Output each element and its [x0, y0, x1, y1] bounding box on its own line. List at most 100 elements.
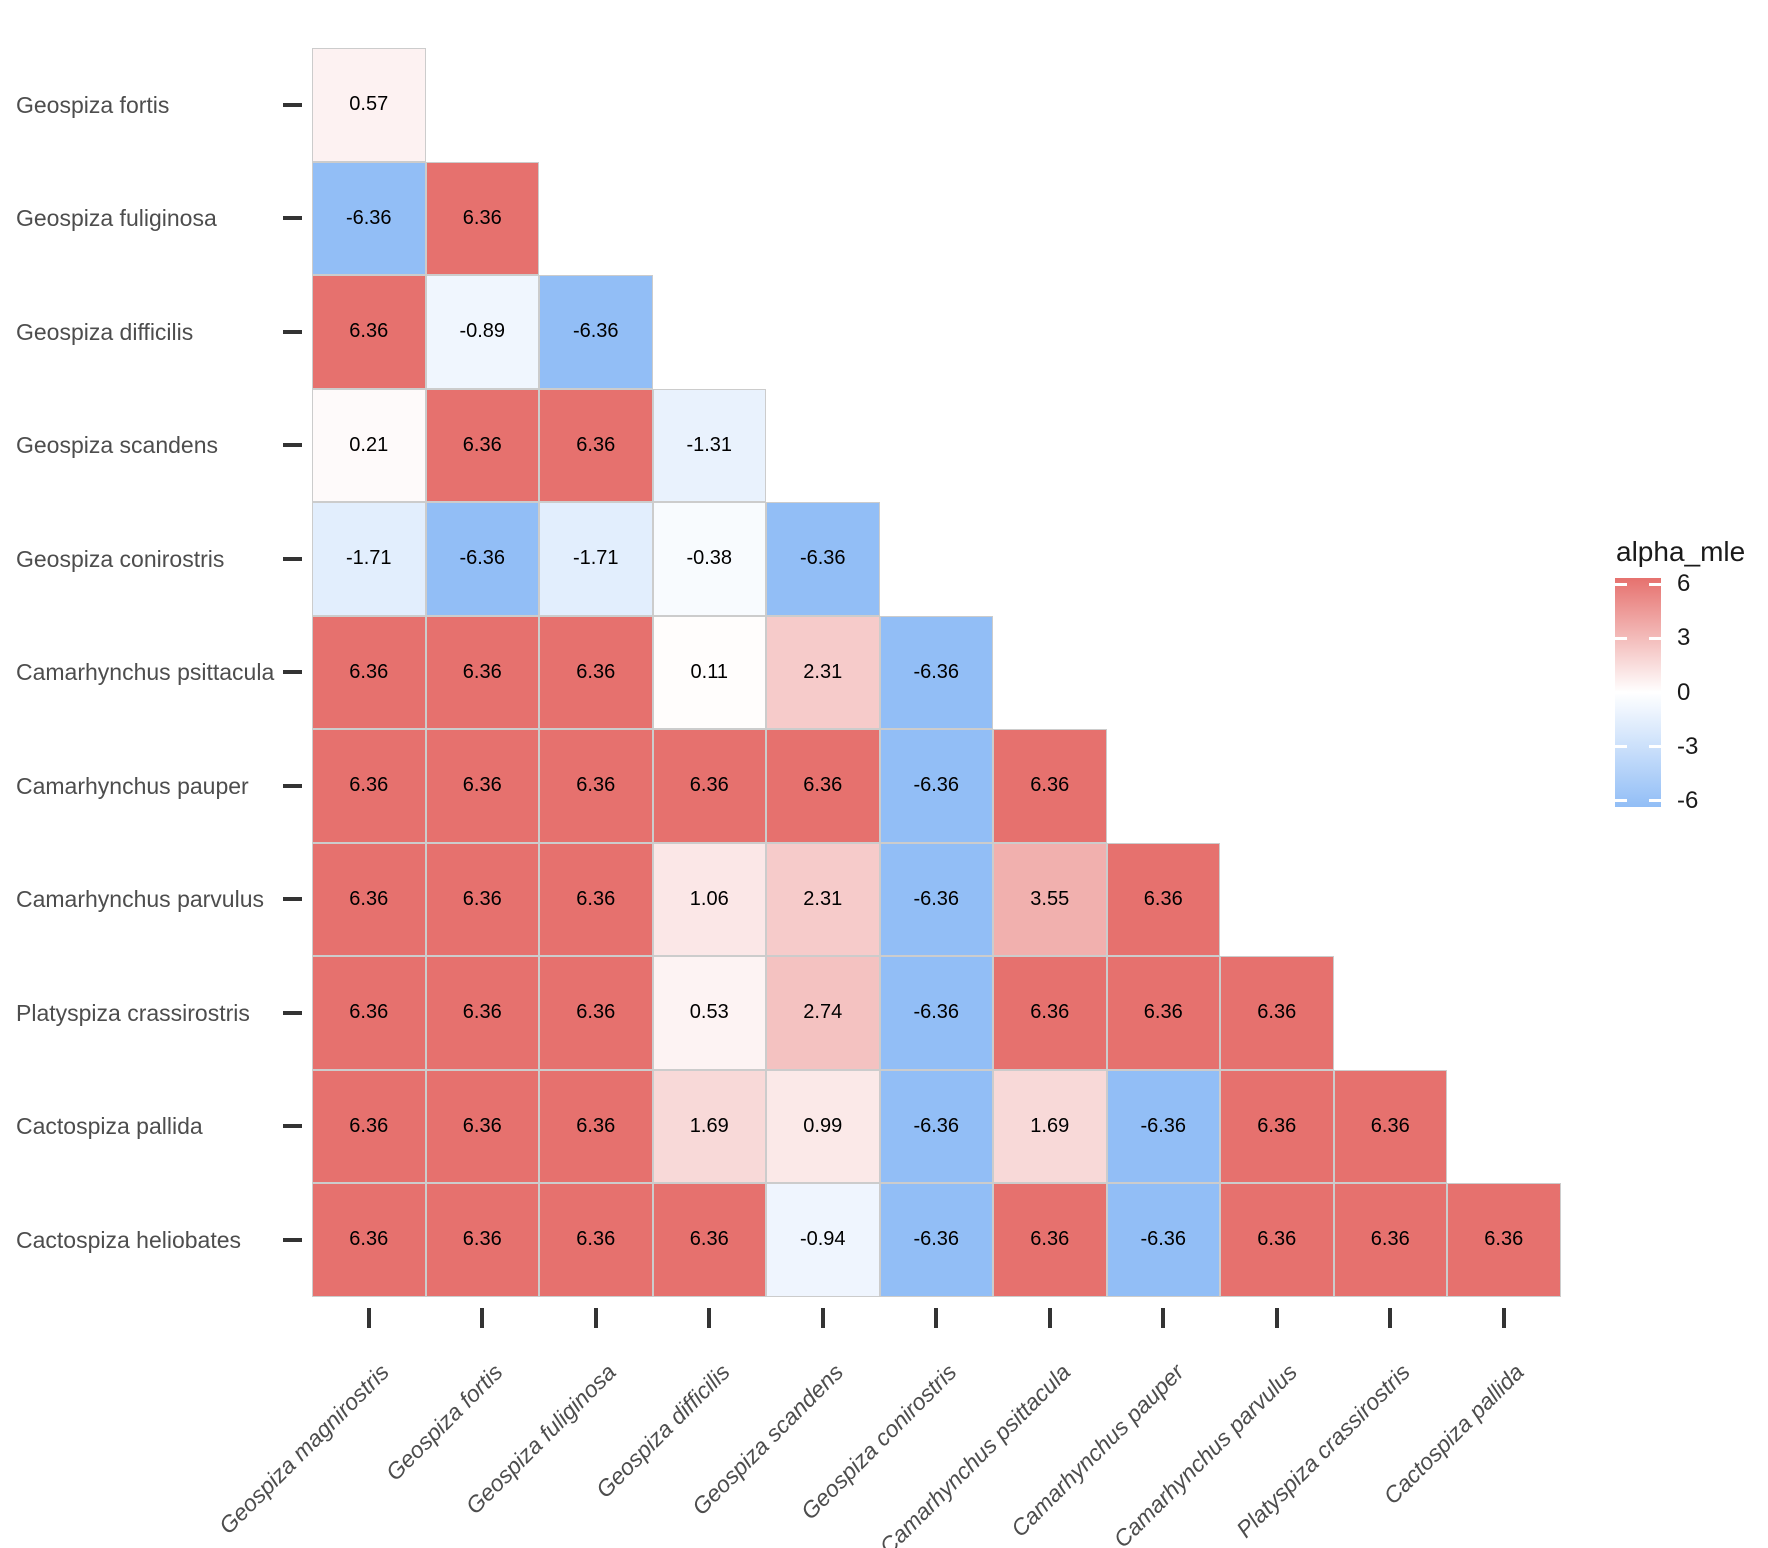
heatmap-cell: 6.36 — [1220, 1183, 1334, 1297]
heatmap-cell: 6.36 — [993, 1183, 1107, 1297]
y-axis-label: Geospiza fuliginosa — [16, 205, 217, 232]
x-tick-mark — [480, 1308, 485, 1328]
heatmap-cell: -6.36 — [539, 275, 653, 389]
heatmap-cell: 6.36 — [993, 729, 1107, 843]
legend-tick-dash — [1615, 745, 1627, 748]
x-tick-mark — [366, 1308, 371, 1328]
heatmap-cell: 6.36 — [312, 1069, 426, 1183]
heatmap-cell: 6.36 — [539, 1069, 653, 1183]
heatmap-cell: -0.89 — [425, 275, 539, 389]
legend-tick-label: -6 — [1677, 786, 1699, 814]
heatmap-cell: 6.36 — [425, 1069, 539, 1183]
heatmap-cell: 6.36 — [1333, 1069, 1447, 1183]
x-tick-mark — [1501, 1308, 1506, 1328]
legend-tick-label: 6 — [1677, 570, 1691, 598]
heatmap-cell: 6.36 — [312, 729, 426, 843]
y-tick-mark — [283, 102, 302, 107]
heatmap-cell: -0.94 — [766, 1183, 880, 1297]
y-axis-label: Geospiza conirostris — [16, 545, 225, 572]
heatmap-cell: -0.38 — [652, 502, 766, 616]
y-axis-label: Camarhynchus parvulus — [16, 886, 265, 913]
x-tick-mark — [934, 1308, 939, 1328]
y-tick-mark — [283, 329, 302, 334]
heatmap-cell: 6.36 — [312, 956, 426, 1070]
legend-tick-dash — [1615, 799, 1627, 803]
heatmap-cell: 0.57 — [312, 48, 426, 162]
heatmap-cell: -6.36 — [879, 729, 993, 843]
legend-tick-label: 0 — [1677, 678, 1691, 706]
heatmap-cell: 6.36 — [539, 842, 653, 956]
heatmap-cell: 6.36 — [312, 275, 426, 389]
y-axis-label: Cactospiza pallida — [16, 1113, 203, 1140]
heatmap-cell: 6.36 — [425, 388, 539, 502]
legend-tick-dash — [1649, 745, 1661, 748]
x-tick-mark — [707, 1308, 712, 1328]
heatmap-cell: 6.36 — [539, 615, 653, 729]
heatmap-cell: -1.71 — [539, 502, 653, 616]
y-tick-mark — [283, 443, 302, 448]
heatmap-cell: 6.36 — [312, 842, 426, 956]
legend-tick-dash — [1615, 691, 1627, 694]
legend-tick-dash — [1615, 636, 1627, 640]
heatmap-cell: -6.36 — [766, 502, 880, 616]
heatmap-cell: -6.36 — [879, 842, 993, 956]
heatmap-cell: -6.36 — [425, 502, 539, 616]
heatmap-cell: 6.36 — [312, 1183, 426, 1297]
heatmap-cell: 6.36 — [1333, 1183, 1447, 1297]
heatmap-cell: 2.31 — [766, 842, 880, 956]
heatmap-cell: 0.21 — [312, 388, 426, 502]
heatmap-cell: 6.36 — [539, 956, 653, 1070]
y-tick-mark — [283, 897, 302, 902]
legend-tick-label: -3 — [1677, 732, 1699, 760]
heatmap-cell: -6.36 — [879, 1183, 993, 1297]
y-tick-mark — [283, 216, 302, 221]
legend-tick-dash — [1649, 799, 1661, 803]
heatmap-cell: 1.06 — [652, 842, 766, 956]
heatmap-cell: 6.36 — [425, 956, 539, 1070]
heatmap-cell: 1.69 — [652, 1069, 766, 1183]
y-axis-label: Geospiza fortis — [16, 91, 170, 118]
x-axis-label: Geospiza magnirostris — [213, 1358, 394, 1539]
heatmap-cell: 6.36 — [425, 615, 539, 729]
heatmap-cell: -1.31 — [652, 388, 766, 502]
legend-tick-dash — [1615, 582, 1627, 586]
x-axis-label: Geospiza fortis — [380, 1358, 508, 1486]
heatmap-cell: 3.55 — [993, 842, 1107, 956]
heatmap-cell: -6.36 — [879, 956, 993, 1070]
heatmap-cell: -6.36 — [312, 161, 426, 275]
y-tick-mark — [283, 670, 302, 675]
heatmap-cell: 0.11 — [652, 615, 766, 729]
heatmap-cell: 6.36 — [993, 956, 1107, 1070]
heatmap-cell: 6.36 — [1220, 956, 1334, 1070]
x-tick-mark — [1274, 1308, 1279, 1328]
heatmap-cell: 6.36 — [1220, 1069, 1334, 1183]
heatmap-cell: 6.36 — [312, 615, 426, 729]
heatmap-cell: 6.36 — [425, 161, 539, 275]
legend-tick-dash — [1649, 582, 1661, 586]
y-tick-mark — [283, 1124, 302, 1129]
heatmap-cell: 6.36 — [539, 729, 653, 843]
heatmap-cell: -1.71 — [312, 502, 426, 616]
heatmap-cell: -6.36 — [1106, 1183, 1220, 1297]
heatmap-cell: 6.36 — [1106, 842, 1220, 956]
x-tick-mark — [1161, 1308, 1166, 1328]
heatmap-cell: 1.69 — [993, 1069, 1107, 1183]
x-tick-mark — [820, 1308, 825, 1328]
heatmap-cell: 6.36 — [652, 1183, 766, 1297]
y-tick-mark — [283, 1237, 302, 1242]
y-axis-label: Cactospiza heliobates — [16, 1226, 242, 1253]
legend-tick-label: 3 — [1677, 624, 1691, 652]
heatmap-cell: 6.36 — [652, 729, 766, 843]
y-axis-label: Camarhynchus psittacula — [16, 659, 275, 686]
heatmap-cell: 6.36 — [425, 729, 539, 843]
heatmap-cell: 0.53 — [652, 956, 766, 1070]
legend-tick-dash — [1649, 636, 1661, 640]
heatmap-cell: -6.36 — [879, 615, 993, 729]
heatmap-cell: 6.36 — [539, 388, 653, 502]
y-axis-label: Geospiza difficilis — [16, 318, 194, 345]
x-tick-mark — [1047, 1308, 1052, 1328]
heatmap-cell: 6.36 — [425, 1183, 539, 1297]
heatmap-cell: 2.31 — [766, 615, 880, 729]
y-tick-mark — [283, 556, 302, 561]
